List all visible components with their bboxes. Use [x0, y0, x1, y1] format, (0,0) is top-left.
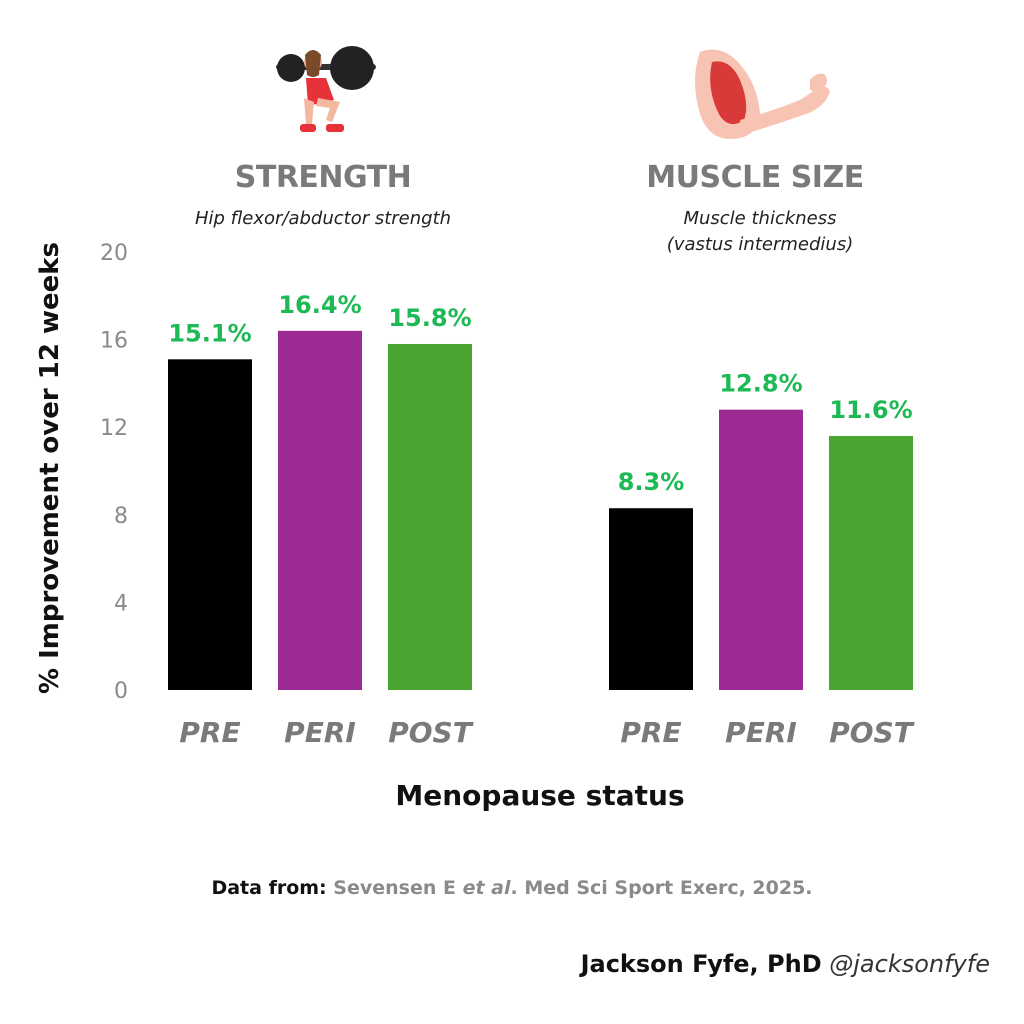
- bar-value-label: 11.6%: [829, 396, 912, 424]
- y-axis-label: % Improvement over 12 weeks: [35, 242, 65, 694]
- bar-post: [829, 435, 913, 690]
- y-tick-label: 8: [114, 504, 128, 529]
- chart: STRENGTH Hip flexor/abductor strength MU…: [35, 46, 915, 812]
- source-journal: . Med Sci Sport Exerc, 2025.: [510, 877, 813, 899]
- panel-title-muscle-size: MUSCLE SIZE: [646, 160, 863, 195]
- data-source-citation: Data from: Sevensen E et al. Med Sci Spo…: [0, 877, 1024, 899]
- panel-title-strength: STRENGTH: [235, 160, 411, 195]
- y-tick-label: 4: [114, 591, 128, 616]
- category-label-post: POST: [388, 716, 473, 749]
- barbell-squat-icon: [276, 46, 376, 132]
- bar-pre: [168, 359, 252, 690]
- panel-subtitle-muscle-size-line2: (vastus intermedius): [667, 234, 853, 255]
- category-label-pre: PRE: [179, 716, 240, 749]
- category-label-post: POST: [829, 716, 914, 749]
- category-label-peri: PERI: [284, 716, 356, 749]
- bar-value-label: 16.4%: [278, 291, 361, 319]
- panel-subtitle-muscle-size-line1: Muscle thickness: [683, 208, 836, 229]
- author-name: Jackson Fyfe, PhD: [580, 950, 822, 978]
- bar-value-label: 8.3%: [618, 468, 685, 496]
- source-etal: et al: [462, 877, 511, 899]
- y-tick-label: 20: [100, 241, 128, 266]
- y-tick-label: 0: [114, 679, 128, 704]
- panel-subtitle-strength: Hip flexor/abductor strength: [195, 208, 451, 229]
- y-tick-label: 12: [100, 416, 128, 441]
- bar-pre: [609, 508, 693, 690]
- author-credit: Jackson Fyfe, PhD @jacksonfyfe: [581, 950, 990, 978]
- y-tick-label: 16: [100, 329, 128, 354]
- flexed-arm-muscle-icon: [695, 49, 830, 139]
- source-prefix: Data from:: [211, 877, 327, 899]
- author-handle: @jacksonfyfe: [829, 950, 990, 978]
- bar-post: [388, 343, 472, 690]
- category-label-pre: PRE: [620, 716, 681, 749]
- bar-value-label: 15.8%: [388, 304, 471, 332]
- category-label-peri: PERI: [725, 716, 797, 749]
- x-axis-label: Menopause status: [395, 779, 684, 812]
- bar-peri: [278, 330, 362, 690]
- source-authors: Sevensen E: [333, 877, 456, 899]
- bar-value-label: 12.8%: [719, 370, 802, 398]
- bar-peri: [719, 409, 803, 690]
- bar-value-label: 15.1%: [168, 319, 251, 347]
